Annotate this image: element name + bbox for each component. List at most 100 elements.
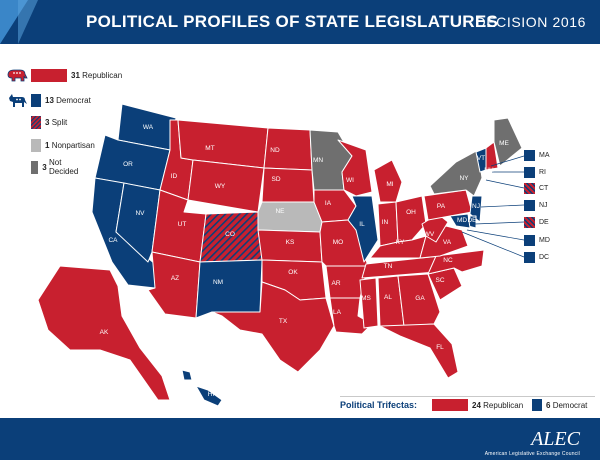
callout-swatch-md xyxy=(524,235,535,246)
state-hi xyxy=(181,369,223,407)
state-label-ut: UT xyxy=(178,221,187,228)
state-label-md: MD xyxy=(457,217,467,224)
state-ne xyxy=(257,201,323,233)
state-label-mi: MI xyxy=(386,181,393,188)
state-label-mt: MT xyxy=(205,145,214,152)
header-banner: POLITICAL PROFILES OF STATE LEGISLATURES… xyxy=(0,0,600,44)
state-label-la: LA xyxy=(333,309,342,316)
legend-democrat: 13 Democrat xyxy=(6,91,91,109)
legend-republican: 31 Republican xyxy=(6,66,122,84)
donkey-icon xyxy=(9,94,27,107)
state-label-tn: TN xyxy=(384,263,393,270)
state-label-nm: NM xyxy=(213,279,223,286)
state-label-il: IL xyxy=(359,221,365,228)
state-label-nv: NV xyxy=(135,210,145,217)
state-nh xyxy=(485,141,499,171)
state-label-wy: WY xyxy=(215,183,226,190)
not-decided-count: 3 xyxy=(42,162,47,172)
democrat-swatch xyxy=(31,93,41,107)
callout-swatch-nj xyxy=(524,200,535,211)
state-wy xyxy=(187,159,265,213)
state-label-sc: SC xyxy=(435,277,444,284)
democrat-count: 13 xyxy=(45,95,54,105)
state-wi xyxy=(337,139,373,197)
header-accent-shape-light xyxy=(18,0,38,44)
state-fl xyxy=(379,323,459,379)
trifecta-democrat: 6 Democrat xyxy=(532,399,587,411)
state-label-wv: WV xyxy=(424,231,435,238)
state-label-co: CO xyxy=(225,231,235,238)
callout-swatch-de xyxy=(524,217,535,228)
split-label: Split xyxy=(51,117,68,127)
state-label-mn: MN xyxy=(313,157,323,164)
state-la xyxy=(329,297,373,335)
state-label-vt: VT xyxy=(477,155,485,162)
state-label-ks: KS xyxy=(286,239,295,246)
callout-label-nj: NJ xyxy=(539,202,548,209)
state-label-id: ID xyxy=(171,173,178,180)
state-label-ky: KY xyxy=(396,239,405,246)
republican-label: Republican xyxy=(82,70,123,80)
state-label-ga: GA xyxy=(415,295,425,302)
callout-label-ct: CT xyxy=(539,185,549,192)
alec-logo-subtitle: American Legislative Exchange Council xyxy=(484,451,580,457)
state-ks xyxy=(257,229,323,263)
trifecta-republican: 24 Republican xyxy=(432,399,523,411)
state-nv xyxy=(115,182,161,263)
state-label-pa: PA xyxy=(437,203,446,210)
state-ak xyxy=(37,265,171,401)
state-label-wa: WA xyxy=(143,124,154,131)
state-label-mo: MO xyxy=(333,239,343,246)
trifecta-legend: Political Trifectas: 24 Republican 6 Dem… xyxy=(340,396,595,417)
state-label-nd: ND xyxy=(270,147,280,154)
elephant-icon xyxy=(7,69,28,82)
state-label-nj: NJ xyxy=(472,203,480,210)
split-count: 3 xyxy=(45,117,50,127)
footer-bar: ALEC American Legislative Exchange Counc… xyxy=(0,418,600,460)
state-label-wi: WI xyxy=(346,177,354,184)
callout-swatch-ri xyxy=(524,167,535,178)
trifecta-republican-swatch xyxy=(432,399,468,411)
state-label-ny: NY xyxy=(459,175,469,182)
state-me xyxy=(493,117,523,167)
state-tx xyxy=(211,281,335,373)
nonpartisan-swatch xyxy=(31,138,41,152)
trifecta-democrat-swatch xyxy=(532,399,542,411)
legend-split: 3 Split xyxy=(31,113,67,131)
state-label-ok: OK xyxy=(288,269,298,276)
state-sd xyxy=(261,167,315,203)
state-label-de: DE xyxy=(467,217,477,224)
state-label-me: ME xyxy=(499,140,509,147)
split-swatch xyxy=(31,115,41,129)
nonpartisan-count: 1 xyxy=(45,140,50,150)
callout-label-ma: MA xyxy=(539,152,550,159)
state-label-nh: NH xyxy=(484,167,494,174)
state-md xyxy=(449,213,471,229)
state-label-az: AZ xyxy=(171,275,179,282)
state-label-va: VA xyxy=(443,239,452,246)
state-oh xyxy=(395,195,427,243)
legend-nonpartisan: 1 Nonpartisan xyxy=(31,136,95,154)
state-ga xyxy=(397,273,441,327)
trifecta-republican-label: Republican xyxy=(483,400,524,410)
callout-label-ri: RI xyxy=(539,169,546,176)
state-nc xyxy=(427,249,485,275)
state-label-hi: HI xyxy=(208,391,215,398)
republican-count: 31 xyxy=(71,70,80,80)
callout-swatch-dc xyxy=(524,252,535,263)
trifecta-title: Political Trifectas: xyxy=(340,400,418,410)
state-label-fl: FL xyxy=(436,344,444,351)
state-label-sd: SD xyxy=(271,176,280,183)
page-title: POLITICAL PROFILES OF STATE LEGISLATURES xyxy=(86,12,499,31)
callout-swatch-ct xyxy=(524,183,535,194)
state-ny xyxy=(429,149,483,197)
page-subtitle: DECISION 2016 xyxy=(475,14,586,30)
trifecta-democrat-count: 6 xyxy=(546,400,551,410)
callout-label-de: DE xyxy=(539,219,549,226)
state-label-ca: CA xyxy=(108,237,118,244)
state-label-nc: NC xyxy=(443,257,453,264)
state-label-ak: AK xyxy=(100,329,109,336)
nonpartisan-label: Nonpartisan xyxy=(51,140,95,150)
state-nm xyxy=(195,259,263,319)
state-label-in: IN xyxy=(382,219,389,226)
